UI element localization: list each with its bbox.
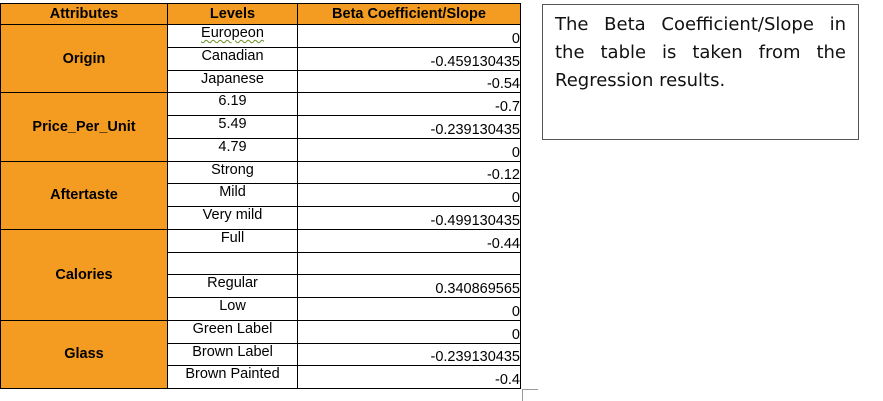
header-attributes: Attributes bbox=[0, 3, 168, 25]
beta-coefficient-table: Attributes Levels Beta Coefficient/Slope… bbox=[0, 3, 521, 390]
beta-cell: -0.239130435 bbox=[297, 115, 521, 139]
level-cell: Mild bbox=[167, 183, 298, 207]
beta-cell: -0.54 bbox=[297, 69, 521, 94]
level-cell: Full bbox=[167, 228, 298, 253]
level-cell: Green Label bbox=[167, 319, 298, 344]
beta-cell: -0.44 bbox=[297, 228, 521, 253]
level-cell: Regular bbox=[167, 274, 298, 298]
header-levels: Levels bbox=[167, 3, 298, 25]
table-row: Calories Full -0.44 bbox=[0, 228, 521, 321]
table-row: 5.49 -0.239130435 bbox=[1, 115, 521, 139]
level-cell: Strong bbox=[167, 160, 298, 185]
attribute-cell-glass: Glass bbox=[0, 319, 168, 390]
beta-cell: -0.239130435 bbox=[297, 342, 521, 367]
beta-cell: 0.340869565 bbox=[297, 274, 521, 298]
note-text-box[interactable]: The Beta Coefficient/Slope in the table … bbox=[542, 4, 859, 140]
table-row: Canadian -0.459130435 bbox=[1, 46, 521, 71]
attribute-cell-origin: Origin bbox=[0, 23, 168, 94]
table-row: Mild 0 bbox=[1, 183, 521, 207]
table-row: Price_Per_Unit 6.19 -0.7 bbox=[0, 92, 521, 162]
note-text: The Beta Coefficient/Slope in the table … bbox=[555, 14, 846, 91]
level-text: Europeon bbox=[201, 25, 264, 41]
attribute-cell-aftertaste: Aftertaste bbox=[0, 160, 168, 230]
beta-cell: -0.459130435 bbox=[297, 46, 521, 71]
beta-cell: -0.12 bbox=[297, 160, 521, 185]
table-row: Brown Label -0.239130435 bbox=[1, 342, 521, 367]
beta-cell: 0 bbox=[297, 319, 521, 344]
level-cell: Canadian bbox=[167, 46, 298, 71]
level-cell: Japanese bbox=[167, 69, 298, 94]
beta-cell: 0 bbox=[297, 137, 521, 162]
table-row: Brown Painted -0.4 bbox=[1, 365, 521, 389]
table-row: Low 0 bbox=[1, 297, 521, 321]
level-cell: Brown Label bbox=[167, 342, 298, 367]
level-cell: Low bbox=[167, 297, 298, 321]
beta-cell: 0 bbox=[297, 297, 521, 321]
level-cell: 4.79 bbox=[167, 137, 298, 162]
beta-cell: 0 bbox=[297, 183, 521, 207]
beta-cell: 0 bbox=[297, 24, 521, 48]
level-cell: Europeon bbox=[167, 24, 298, 48]
level-cell: 5.49 bbox=[167, 115, 298, 139]
beta-cell: -0.499130435 bbox=[297, 206, 521, 230]
table-resize-handle[interactable] bbox=[522, 389, 538, 401]
beta-cell: -0.7 bbox=[297, 92, 521, 116]
table-row: Japanese -0.54 bbox=[1, 69, 521, 94]
table-row: Aftertaste Strong -0.12 bbox=[0, 160, 521, 230]
attribute-cell-calories: Calories bbox=[0, 228, 168, 321]
attribute-cell-price-per-unit: Price_Per_Unit bbox=[0, 92, 168, 162]
header-row: Attributes Levels Beta Coefficient/Slope bbox=[0, 3, 521, 25]
table-row: Origin Europeon 0 bbox=[0, 23, 521, 94]
level-cell bbox=[167, 251, 298, 276]
level-cell: Very mild bbox=[167, 206, 298, 230]
table-row: Glass Green Label 0 bbox=[0, 319, 521, 390]
beta-cell bbox=[297, 251, 521, 276]
table-row bbox=[1, 251, 521, 276]
level-cell: 6.19 bbox=[167, 92, 298, 116]
beta-cell: -0.4 bbox=[297, 365, 521, 389]
header-beta: Beta Coefficient/Slope bbox=[297, 3, 521, 25]
level-cell: Brown Painted bbox=[167, 365, 298, 389]
